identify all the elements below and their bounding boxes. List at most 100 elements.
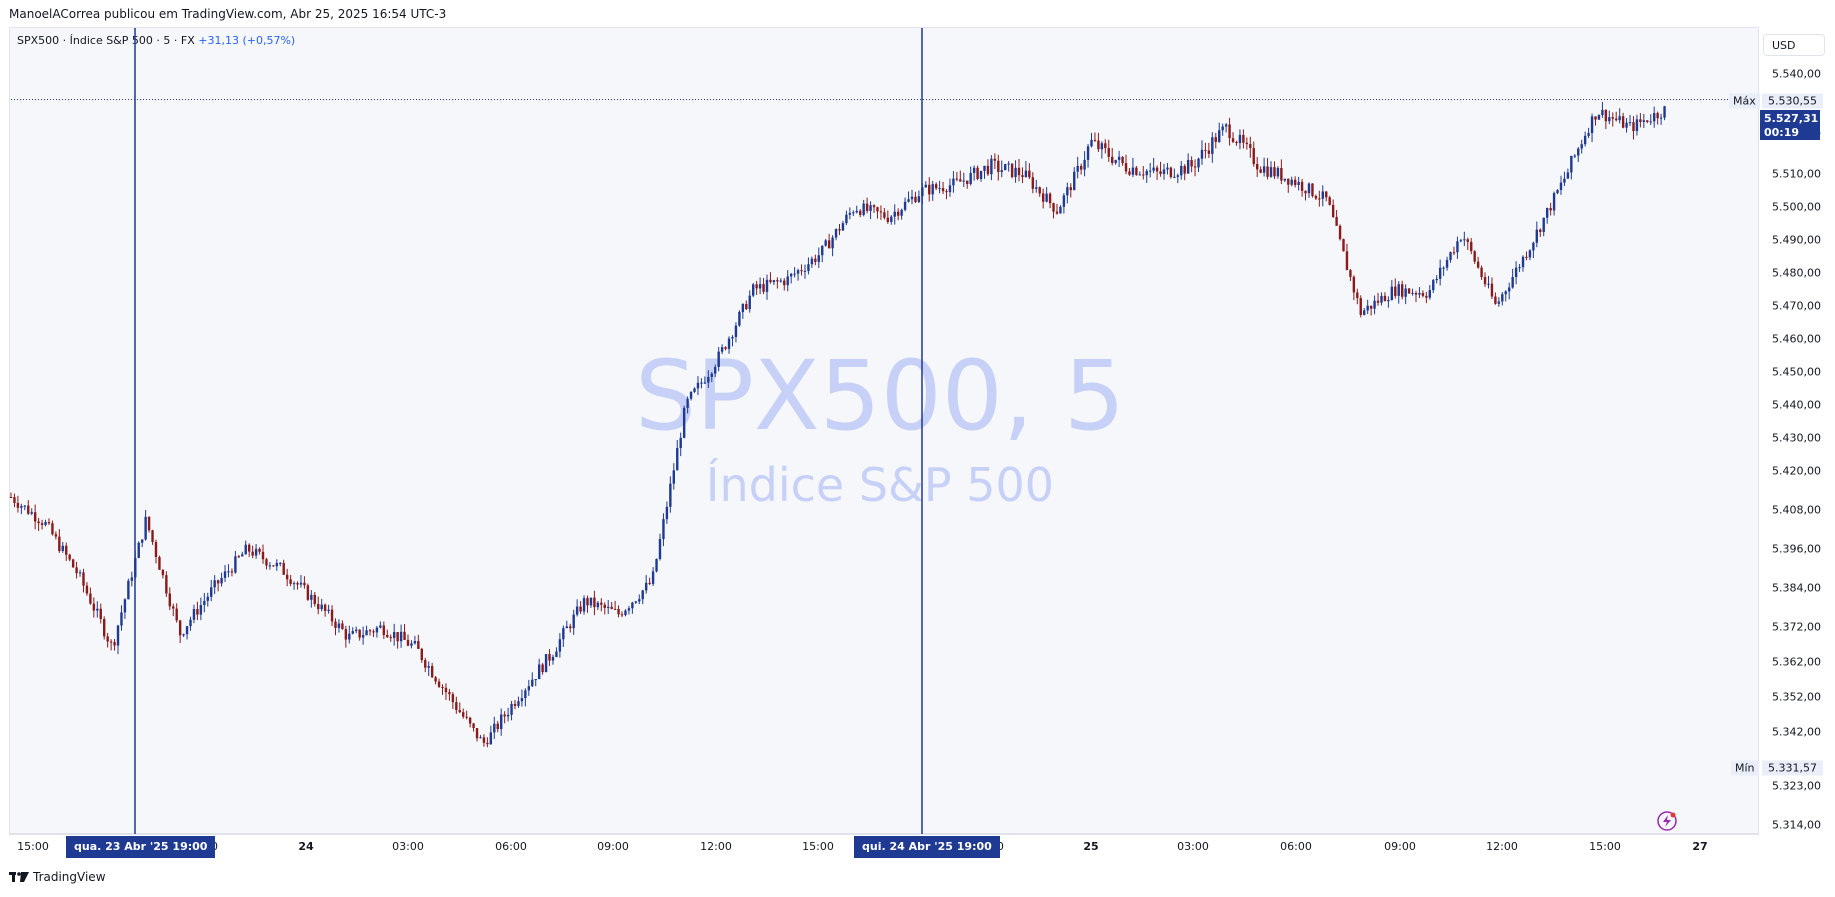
- candle-body: [1518, 267, 1521, 269]
- candle-body: [16, 502, 20, 508]
- candle-body: [948, 185, 952, 193]
- candle-body: [403, 631, 406, 640]
- candle-body: [1597, 115, 1601, 120]
- chart-pane[interactable]: [9, 27, 1759, 834]
- candle-body: [641, 590, 644, 600]
- price-axis[interactable]: [1760, 27, 1835, 834]
- candle-body: [1459, 240, 1463, 242]
- candle-body: [399, 631, 403, 642]
- candle-body: [1214, 137, 1217, 142]
- candle-body: [61, 545, 64, 551]
- time-tick: 03:00: [392, 840, 424, 853]
- candle-body: [734, 325, 738, 337]
- candle-body: [1073, 171, 1076, 191]
- currency-selector[interactable]: USD: [1763, 34, 1825, 56]
- candle-body: [1511, 277, 1514, 288]
- candle-body: [254, 548, 258, 556]
- candle-body: [1207, 150, 1211, 154]
- candle-body: [1397, 284, 1400, 296]
- candle-body: [907, 199, 910, 202]
- lightning-icon[interactable]: [1656, 810, 1678, 832]
- candle-body: [1473, 251, 1476, 262]
- candle-body: [890, 216, 893, 222]
- candle-body: [662, 519, 665, 540]
- candle-body: [206, 596, 209, 601]
- candle-body: [320, 604, 323, 610]
- candle-body: [669, 483, 672, 507]
- candle-body: [862, 203, 865, 215]
- candle-body: [1394, 286, 1397, 296]
- candle-body: [1197, 158, 1200, 168]
- candle-body: [1438, 267, 1442, 279]
- candle-body: [334, 621, 337, 628]
- candle-body: [1411, 292, 1414, 294]
- candle-body: [990, 158, 993, 175]
- candle-body: [503, 714, 506, 717]
- candle-body: [1376, 300, 1380, 303]
- candle-body: [1387, 299, 1390, 302]
- watermark-description: Índice S&P 500: [705, 458, 1055, 512]
- candle-body: [872, 205, 876, 208]
- candle-body: [420, 648, 423, 661]
- candle-body: [676, 448, 679, 471]
- candle-body: [945, 191, 948, 193]
- price-tick: 5.372,00: [1772, 620, 1821, 634]
- candle-body: [40, 523, 44, 525]
- candle-body: [914, 196, 917, 202]
- candle-body: [700, 382, 703, 384]
- candle-body: [244, 544, 247, 555]
- candle-body: [824, 240, 827, 246]
- candle-body: [1242, 134, 1245, 143]
- candle-body: [607, 606, 610, 608]
- candle-body: [147, 516, 151, 531]
- candle-body: [323, 604, 327, 611]
- candle-body: [82, 572, 85, 586]
- candle-body: [103, 618, 106, 637]
- candle-body: [969, 172, 972, 184]
- candle-body: [341, 623, 344, 630]
- candle-body: [213, 580, 216, 588]
- candle-body: [434, 677, 437, 682]
- candle-body: [486, 742, 489, 745]
- candle-body: [1114, 159, 1117, 164]
- candle-body: [1369, 305, 1373, 309]
- candle-body: [1010, 163, 1014, 178]
- candle-body: [292, 583, 296, 585]
- candle-body: [237, 556, 241, 558]
- candle-body: [227, 571, 230, 573]
- candle-body: [848, 212, 852, 215]
- time-tick: 15:00: [1589, 840, 1621, 853]
- candle-body: [789, 273, 793, 277]
- time-tick: 25: [1083, 840, 1099, 853]
- candle-body: [1155, 167, 1159, 172]
- price-tick: 5.420,00: [1772, 464, 1821, 478]
- candle-body: [1432, 280, 1435, 291]
- candle-body: [786, 276, 789, 286]
- candle-body: [1615, 118, 1618, 121]
- candle-body: [758, 284, 762, 289]
- candle-body: [727, 338, 731, 349]
- candle-body: [1162, 169, 1166, 174]
- candle-body: [268, 565, 272, 567]
- price-tick: 5.440,00: [1772, 398, 1821, 412]
- candle-body: [1373, 300, 1376, 309]
- candle-body: [1445, 259, 1449, 268]
- candle-body: [755, 284, 758, 289]
- candle-body: [417, 641, 420, 649]
- candle-body: [1256, 164, 1259, 170]
- price-tick: 5.460,00: [1772, 332, 1821, 346]
- footer-brand[interactable]: TradingView: [9, 870, 106, 884]
- time-tick: 09:00: [1384, 840, 1416, 853]
- time-tick: 12:00: [1486, 840, 1518, 853]
- candle-body: [23, 505, 27, 507]
- candle-body: [1297, 181, 1300, 186]
- candle-body: [689, 391, 693, 399]
- candle-body: [109, 641, 113, 643]
- candle-body: [247, 544, 251, 552]
- candle-body: [392, 632, 396, 639]
- candle-body: [1252, 148, 1255, 165]
- candle-body: [496, 723, 499, 730]
- candle-body: [586, 598, 589, 606]
- candle-body: [251, 551, 254, 556]
